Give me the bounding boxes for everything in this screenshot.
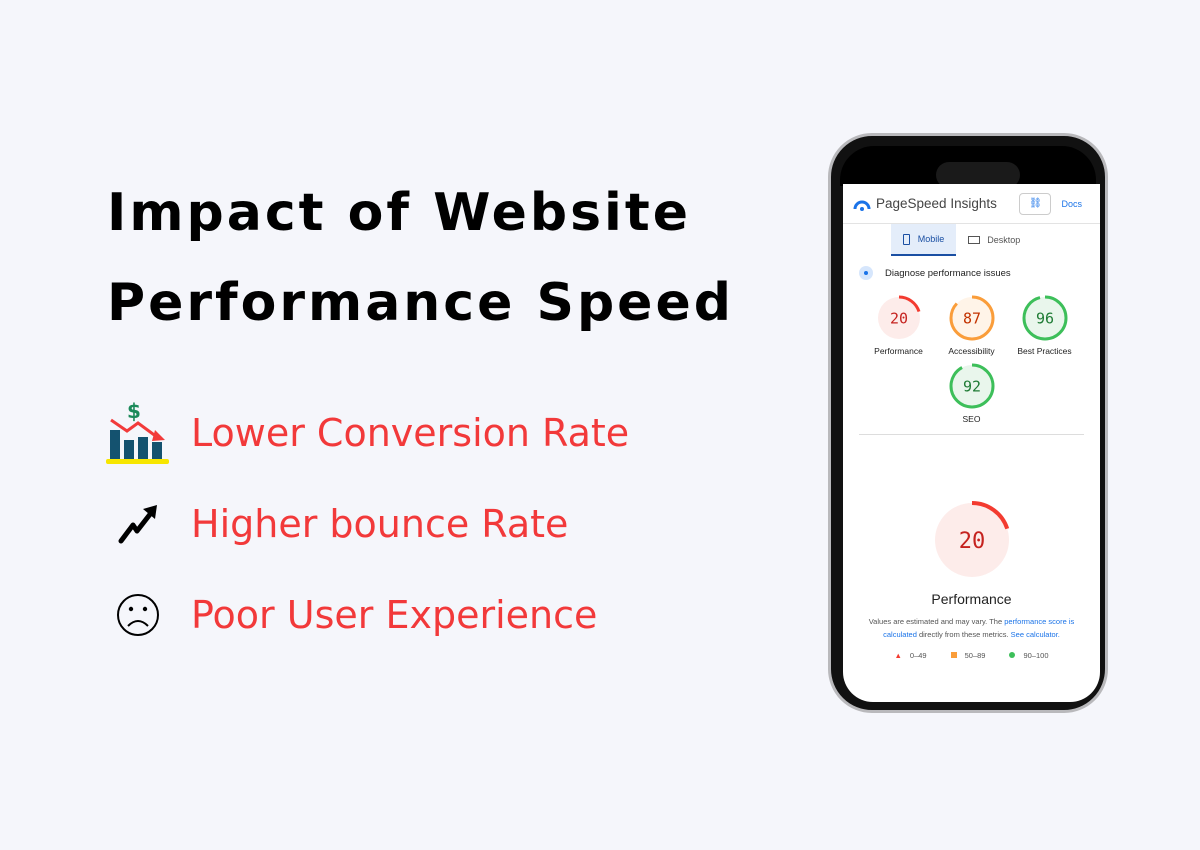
svg-text:$: $ <box>127 400 141 423</box>
link-icon: ⛓ <box>1029 198 1042 209</box>
legend-label: 0–49 <box>909 651 927 660</box>
score-gauge[interactable]: 20 Performance <box>862 294 935 356</box>
app-title: PageSpeed Insights <box>876 196 997 211</box>
gauge-value: 92 <box>962 377 980 395</box>
gauge-background <box>950 297 993 339</box>
phone-top-bar <box>840 146 1096 188</box>
impact-label: Higher bounce Rate <box>191 502 569 546</box>
impact-item: Higher bounce Rate <box>105 491 568 557</box>
score-gauge[interactable]: 92 SEO <box>935 362 1008 424</box>
device-tabs: Mobile Desktop <box>843 224 1100 256</box>
score-gauge[interactable]: 96 Best Practices <box>1008 294 1081 356</box>
score-gauge[interactable]: 87 Accessibility <box>935 294 1008 356</box>
tab-desktop[interactable]: Desktop <box>956 224 1032 256</box>
gauge-icon: 20 <box>876 295 921 341</box>
diagnose-icon <box>859 266 873 280</box>
camera-notch <box>936 162 1020 188</box>
main-performance-score: 20 Performance <box>843 499 1100 607</box>
gauge-value: 96 <box>1035 309 1053 327</box>
performance-label: Performance <box>931 591 1012 607</box>
title-line-1: Impact of Website <box>107 183 691 243</box>
gauge-arc <box>949 295 994 341</box>
performance-gauge: 20 <box>932 501 1011 579</box>
gauge-background <box>1023 297 1066 339</box>
gauge-icon: 92 <box>949 363 994 409</box>
gauge-label: Performance <box>874 346 923 356</box>
gauge-value: 20 <box>889 309 907 327</box>
tab-label: Mobile <box>917 234 945 244</box>
gauge-arc <box>932 501 1011 579</box>
phone-icon <box>902 233 910 245</box>
legend-label: 90–100 <box>1023 651 1049 660</box>
trend-up-arrow-icon <box>105 491 171 557</box>
share-link-button[interactable]: ⛓ <box>1019 192 1052 215</box>
phone-mockup: PageSpeed Insights ⛓ Docs Mobile Desktop… <box>828 133 1108 713</box>
score-note: Values are estimated and may vary. The p… <box>843 607 1100 641</box>
note-text: directly from these metrics. <box>916 630 1011 639</box>
gauge-icon: 96 <box>1022 295 1067 341</box>
see-calculator-link[interactable]: See calculator. <box>1010 630 1060 639</box>
legend-average: 50–89 <box>950 651 986 660</box>
gauge-arc <box>876 295 921 341</box>
impact-label: Lower Conversion Rate <box>191 411 630 455</box>
title-line-2: Performance Speed <box>107 273 734 333</box>
gauge-background <box>934 503 1009 577</box>
pagespeed-logo-icon <box>853 200 871 211</box>
page-title: Impact of Website Performance Speed <box>107 168 734 348</box>
docs-link[interactable]: Docs <box>1061 198 1082 209</box>
legend-fail: ▲ 0–49 <box>894 651 926 660</box>
performance-score-link[interactable]: performance score is calculated <box>883 617 1075 639</box>
divider <box>859 434 1084 435</box>
gauge-icon: 87 <box>949 295 994 341</box>
pagespeed-screen: PageSpeed Insights ⛓ Docs Mobile Desktop… <box>843 184 1100 702</box>
gauge-arc <box>1022 295 1067 341</box>
impact-item: $ Lower Conversion Rate <box>105 400 629 466</box>
gauge-label: Accessibility <box>948 346 995 356</box>
impact-item: Poor User Experience <box>105 582 597 648</box>
diagnose-text: Diagnose performance issues <box>885 267 1011 279</box>
circle-icon <box>1009 652 1016 658</box>
tab-label: Desktop <box>987 235 1021 245</box>
gauge-label: SEO <box>962 414 981 424</box>
gauge-background <box>950 365 993 407</box>
note-text: Values are estimated and may vary. The <box>868 617 1005 626</box>
legend-label: 50–89 <box>964 651 986 660</box>
diagnose-heading: Diagnose performance issues <box>843 256 1100 280</box>
app-header: PageSpeed Insights ⛓ Docs <box>843 184 1100 224</box>
gauge-label: Best Practices <box>1017 346 1072 356</box>
sad-face-icon <box>105 582 171 648</box>
impact-label: Poor User Experience <box>191 593 598 637</box>
square-icon <box>950 652 957 658</box>
triangle-icon: ▲ <box>894 651 902 660</box>
gauge-value: 20 <box>958 529 985 554</box>
gauge-value: 87 <box>962 309 980 327</box>
score-legend: ▲ 0–49 50–89 90–100 <box>843 651 1100 660</box>
tab-mobile[interactable]: Mobile <box>890 224 957 256</box>
laptop-icon <box>968 236 981 244</box>
score-gauges: 20 Performance 87 Accessibility 96 Best Pra… <box>857 294 1087 424</box>
gauge-arc <box>949 363 994 409</box>
legend-pass: 90–100 <box>1009 651 1049 660</box>
revenue-decline-chart-icon: $ <box>105 400 171 466</box>
gauge-background <box>877 297 920 339</box>
